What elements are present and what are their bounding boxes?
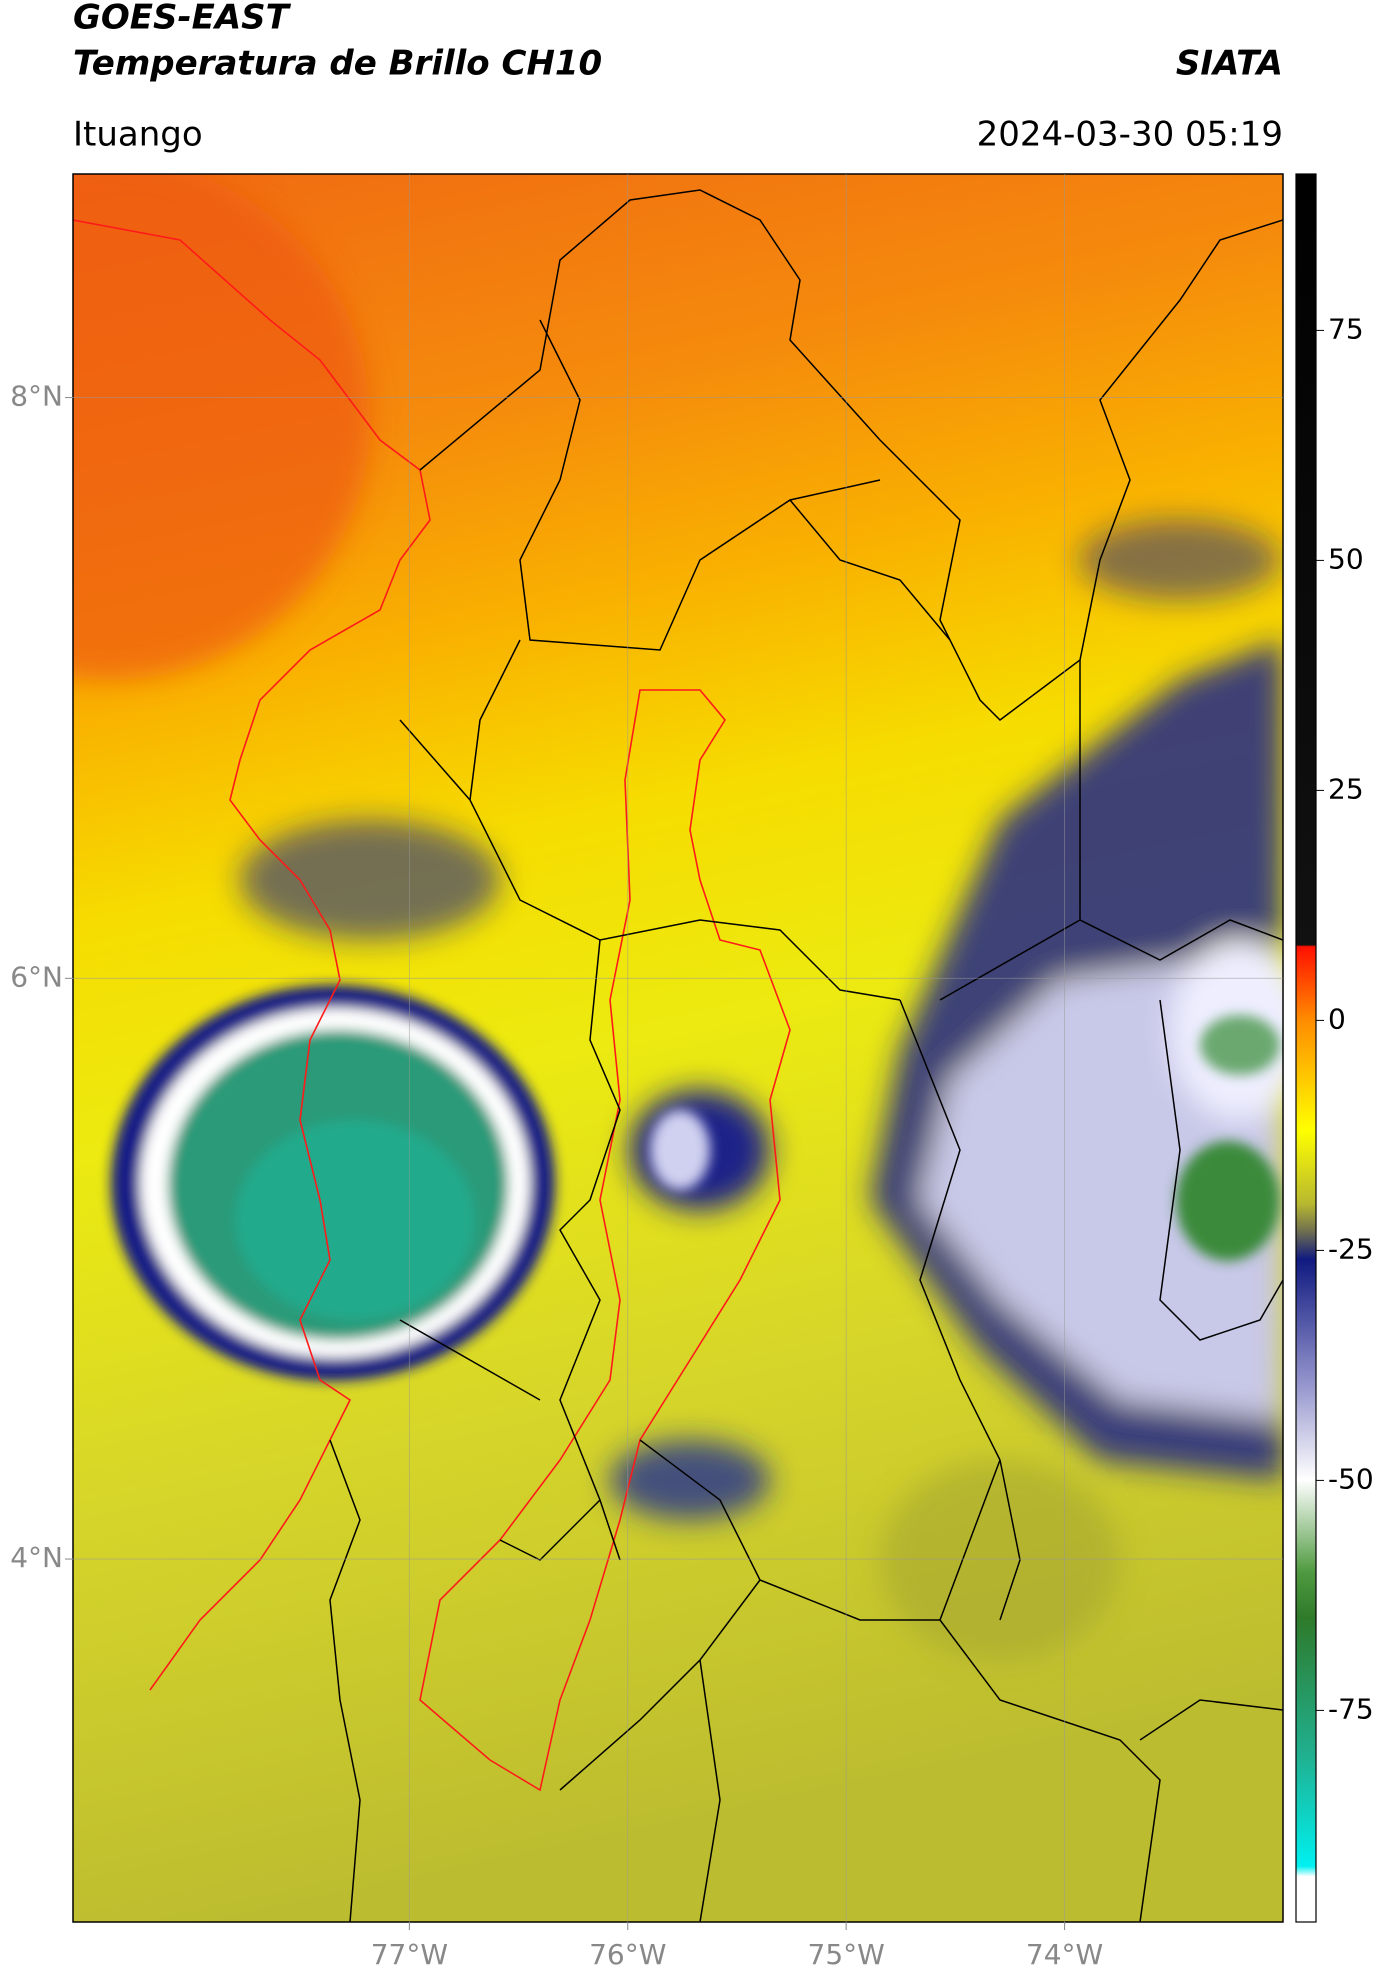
x-tick-label: 76°W: [589, 1938, 666, 1971]
location: Ituango: [73, 115, 203, 155]
colorbar-tick-label: 75: [1328, 312, 1364, 345]
y-tick-label: 6°N: [10, 960, 63, 993]
colorbar: [1295, 173, 1317, 1923]
source: SIATA: [1176, 44, 1283, 84]
colorbar-tick-label: 0: [1328, 1002, 1346, 1035]
colorbar-tick-label: -25: [1328, 1232, 1374, 1265]
boundaries: [73, 189, 1283, 1922]
colorbar-tick-label: -50: [1328, 1462, 1374, 1495]
x-tick-label: 75°W: [808, 1938, 885, 1971]
colorbar-tick-label: 50: [1328, 542, 1364, 575]
datetime: 2024-03-30 05:19: [977, 115, 1283, 155]
x-tick-label: 77°W: [371, 1938, 448, 1971]
map-frame: [72, 173, 1284, 1923]
satellite-image: [73, 174, 1283, 1922]
colorbar-tick-label: -75: [1328, 1692, 1374, 1725]
subtitle: Temperatura de Brillo CH10: [73, 44, 602, 84]
y-tick-label: 8°N: [10, 380, 63, 413]
x-tick-label: 74°W: [1026, 1938, 1103, 1971]
colorbar-tick-label: 25: [1328, 772, 1364, 805]
title: GOES-EAST: [73, 0, 292, 38]
y-tick-label: 4°N: [10, 1541, 63, 1574]
